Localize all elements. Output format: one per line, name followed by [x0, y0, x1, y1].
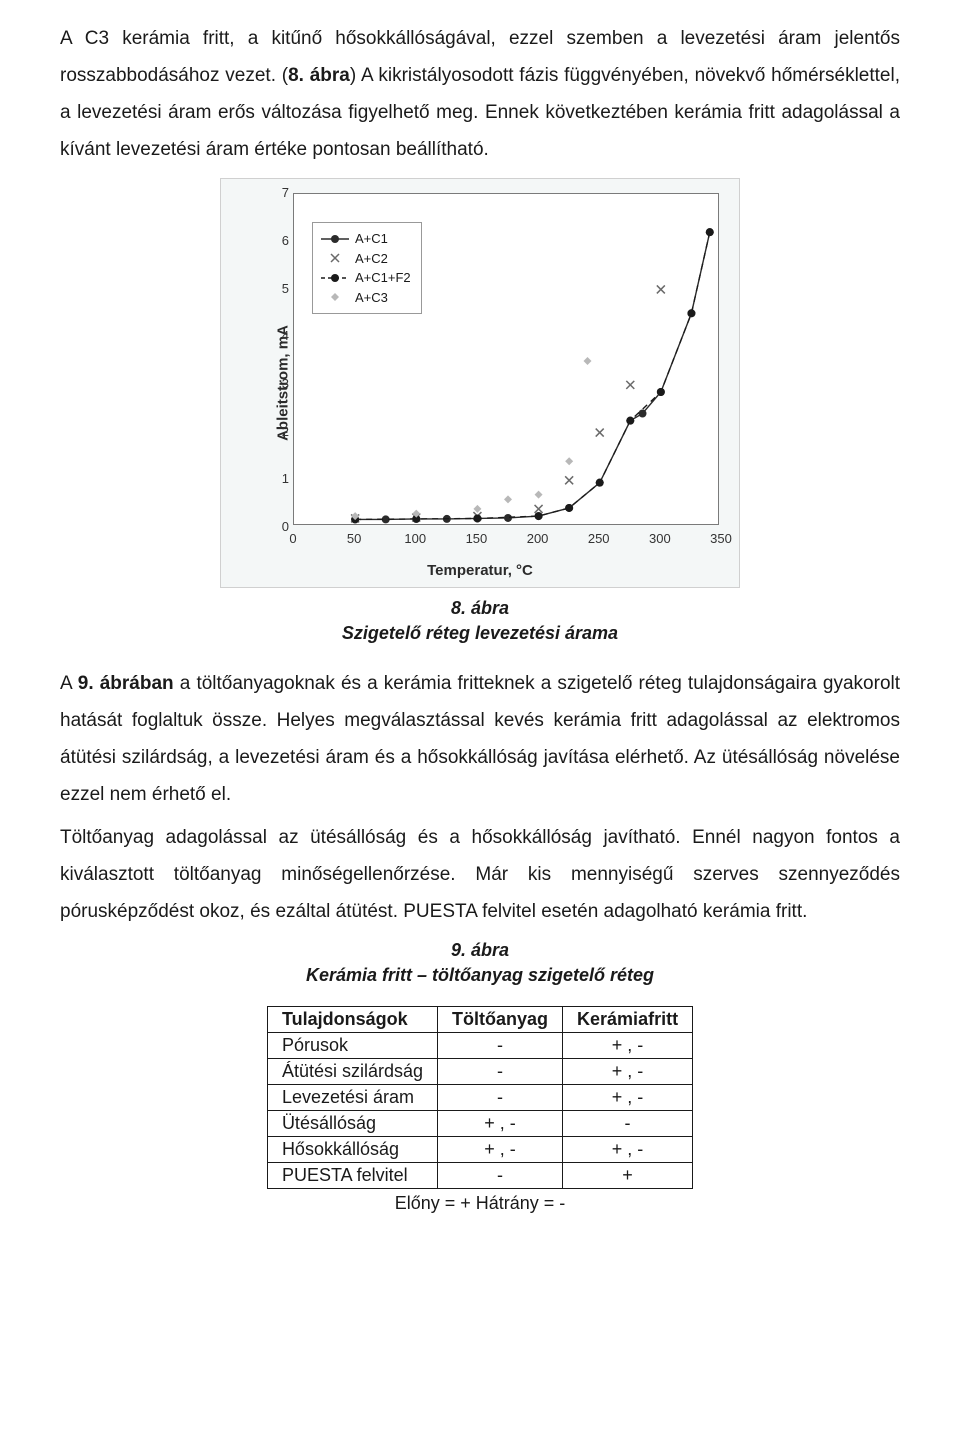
table-row: Hősokkállóság+ , -+ , - [267, 1137, 692, 1163]
table-cell: + , - [438, 1137, 563, 1163]
table-header-row: TulajdonságokTöltőanyagKerámiafritt [267, 1007, 692, 1033]
table-cell: - [438, 1163, 563, 1189]
chart-ytick: 1 [259, 471, 289, 486]
table-cell: - [438, 1085, 563, 1111]
p2-bold: 9. ábrában [78, 673, 174, 694]
p2-post: a töltőanyagoknak és a kerámia frittekne… [60, 673, 900, 805]
chart-ytick: 0 [259, 519, 289, 534]
table-cell: + , - [563, 1137, 693, 1163]
table-row: PUESTA felvitel-+ [267, 1163, 692, 1189]
caption1-l1: 8. ábra [451, 598, 509, 618]
paragraph-2: A 9. ábrában a töltőanyagoknak és a kerá… [60, 665, 900, 813]
chart-xtick: 150 [466, 531, 488, 546]
caption2-l1: 9. ábra [451, 940, 509, 960]
chart-ytick: 2 [259, 424, 289, 439]
chart-ytick: 7 [259, 185, 289, 200]
chart-xtick: 300 [649, 531, 671, 546]
table-cell: - [438, 1059, 563, 1085]
table-cell: + [563, 1163, 693, 1189]
table-cell: PUESTA felvitel [267, 1163, 437, 1189]
chart-ytick: 6 [259, 233, 289, 248]
p1-bold: 8. ábra [288, 65, 350, 86]
caption2-l2: Kerámia fritt – töltőanyag szigetelő rét… [306, 965, 654, 985]
paragraph-3: Töltőanyag adagolással az ütésállóság és… [60, 819, 900, 930]
chart-xtick: 250 [588, 531, 610, 546]
chart-box: Ableitstrom, mA Temperatur, °C A+C1A+C2A… [220, 178, 740, 588]
properties-table: TulajdonságokTöltőanyagKerámiafrittPórus… [267, 1006, 693, 1189]
chart-ytick: 5 [259, 281, 289, 296]
table-header-cell: Tulajdonságok [267, 1007, 437, 1033]
caption1-l2: Szigetelő réteg levezetési árama [342, 623, 618, 643]
figure-9-caption: 9. ábra Kerámia fritt – töltőanyag szige… [60, 938, 900, 988]
chart-container: Ableitstrom, mA Temperatur, °C A+C1A+C2A… [220, 178, 740, 588]
table-row: Levezetési áram-+ , - [267, 1085, 692, 1111]
table-cell: Levezetési áram [267, 1085, 437, 1111]
figure-8-caption: 8. ábra Szigetelő réteg levezetési árama [60, 596, 900, 646]
table-cell: + , - [438, 1111, 563, 1137]
table-cell: Pórusok [267, 1033, 437, 1059]
chart-xtick: 350 [710, 531, 732, 546]
chart-xtick: 50 [347, 531, 361, 546]
table-cell: Ütésállóság [267, 1111, 437, 1137]
table-cell: - [563, 1111, 693, 1137]
table-row: Ütésállóság+ , -- [267, 1111, 692, 1137]
table-header-cell: Kerámiafritt [563, 1007, 693, 1033]
p2-pre: A [60, 673, 78, 694]
table-cell: + , - [563, 1085, 693, 1111]
table-header-cell: Töltőanyag [438, 1007, 563, 1033]
table-cell: + , - [563, 1033, 693, 1059]
table-cell: Hősokkállóság [267, 1137, 437, 1163]
page: A C3 kerámia fritt, a kitűnő hősokkállós… [0, 0, 960, 1254]
chart-ytick: 3 [259, 376, 289, 391]
chart-xtick: 100 [404, 531, 426, 546]
paragraph-1: A C3 kerámia fritt, a kitűnő hősokkállós… [60, 20, 900, 168]
chart-xtick: 200 [527, 531, 549, 546]
table-row: Pórusok-+ , - [267, 1033, 692, 1059]
table-legend-line: Előny = + Hátrány = - [60, 1193, 900, 1214]
table-cell: + , - [563, 1059, 693, 1085]
table-cell: - [438, 1033, 563, 1059]
table-cell: Átütési szilárdság [267, 1059, 437, 1085]
chart-plot-area: A+C1A+C2A+C1+F2A+C3 [293, 193, 719, 525]
chart-ytick: 4 [259, 328, 289, 343]
table-row: Átütési szilárdság-+ , - [267, 1059, 692, 1085]
chart-xlabel: Temperatur, °C [427, 562, 533, 579]
chart-xtick: 0 [289, 531, 296, 546]
